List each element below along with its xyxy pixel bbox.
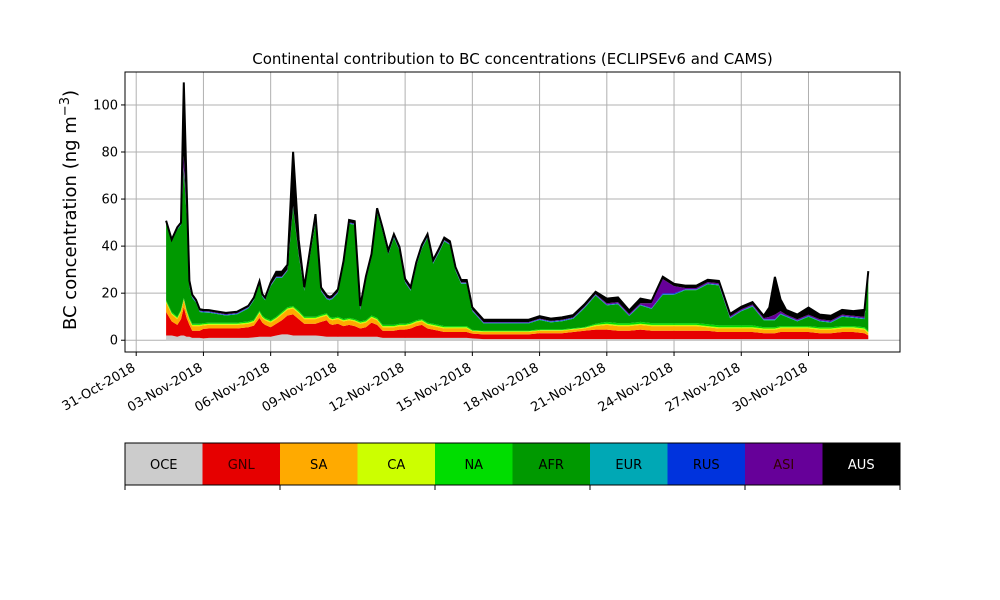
legend-swatch-rus	[667, 443, 746, 485]
x-tick-label: 18-Nov-2018	[461, 360, 541, 415]
chart-title: Continental contribution to BC concentra…	[252, 50, 773, 68]
legend-swatch-aus	[822, 443, 901, 485]
x-tick-label: 09-Nov-2018	[260, 360, 340, 415]
legend-swatch-asi	[745, 443, 823, 485]
x-tick-label: 27-Nov-2018	[663, 360, 743, 415]
x-tick-label: 30-Nov-2018	[730, 360, 810, 415]
legend-swatch-oce	[125, 443, 203, 485]
legend-label-rus: RUS	[693, 458, 720, 473]
legend-label-oce: OCE	[150, 458, 178, 473]
stacked-areas	[165, 82, 870, 341]
y-tick-label: 0	[110, 334, 118, 349]
x-tick-label: 24-Nov-2018	[596, 360, 676, 415]
x-tick-label: 12-Nov-2018	[327, 360, 407, 415]
y-tick-label: 60	[101, 193, 118, 208]
legend-label-ca: CA	[387, 458, 405, 473]
legend-swatch-na	[435, 443, 513, 485]
total-outline	[165, 82, 870, 321]
legend-label-afr: AFR	[539, 458, 564, 473]
area-afr	[166, 168, 869, 331]
x-tick-label: 21-Nov-2018	[529, 360, 609, 415]
area-sa	[166, 300, 869, 336]
y-tick-label: 100	[93, 98, 118, 113]
legend-swatch-ca	[357, 443, 436, 485]
legend-swatch-eur	[590, 443, 668, 485]
y-axis-label: BC concentration (ng m−3)	[58, 90, 81, 330]
y-tick-label: 20	[101, 287, 118, 302]
legend-label-eur: EUR	[615, 458, 642, 473]
area-gnl	[166, 307, 869, 340]
legend-colorbar: OCE GNL SA CA NA AFR EUR RUS ASI AUS	[124, 442, 901, 490]
plot-frame	[124, 71, 901, 353]
legend-label-sa: SA	[310, 458, 327, 473]
legend-label-asi: ASI	[773, 458, 794, 473]
x-tick-label: 15-Nov-2018	[394, 360, 474, 415]
area-na	[166, 297, 869, 332]
x-tick-label: 06-Nov-2018	[192, 360, 272, 415]
area-oce	[166, 334, 869, 341]
legend-swatch-afr	[512, 443, 591, 485]
legend-swatch-sa	[280, 443, 358, 485]
legend-label-gnl: GNL	[228, 458, 256, 473]
legend-label-na: NA	[464, 458, 483, 473]
y-tick-label: 80	[101, 146, 118, 161]
x-tick-label: 03-Nov-2018	[125, 360, 205, 415]
legend-swatch-gnl	[202, 443, 281, 485]
legend-frame	[124, 442, 901, 486]
legend-label-aus: AUS	[848, 458, 875, 473]
y-tick-label: 40	[101, 240, 118, 255]
